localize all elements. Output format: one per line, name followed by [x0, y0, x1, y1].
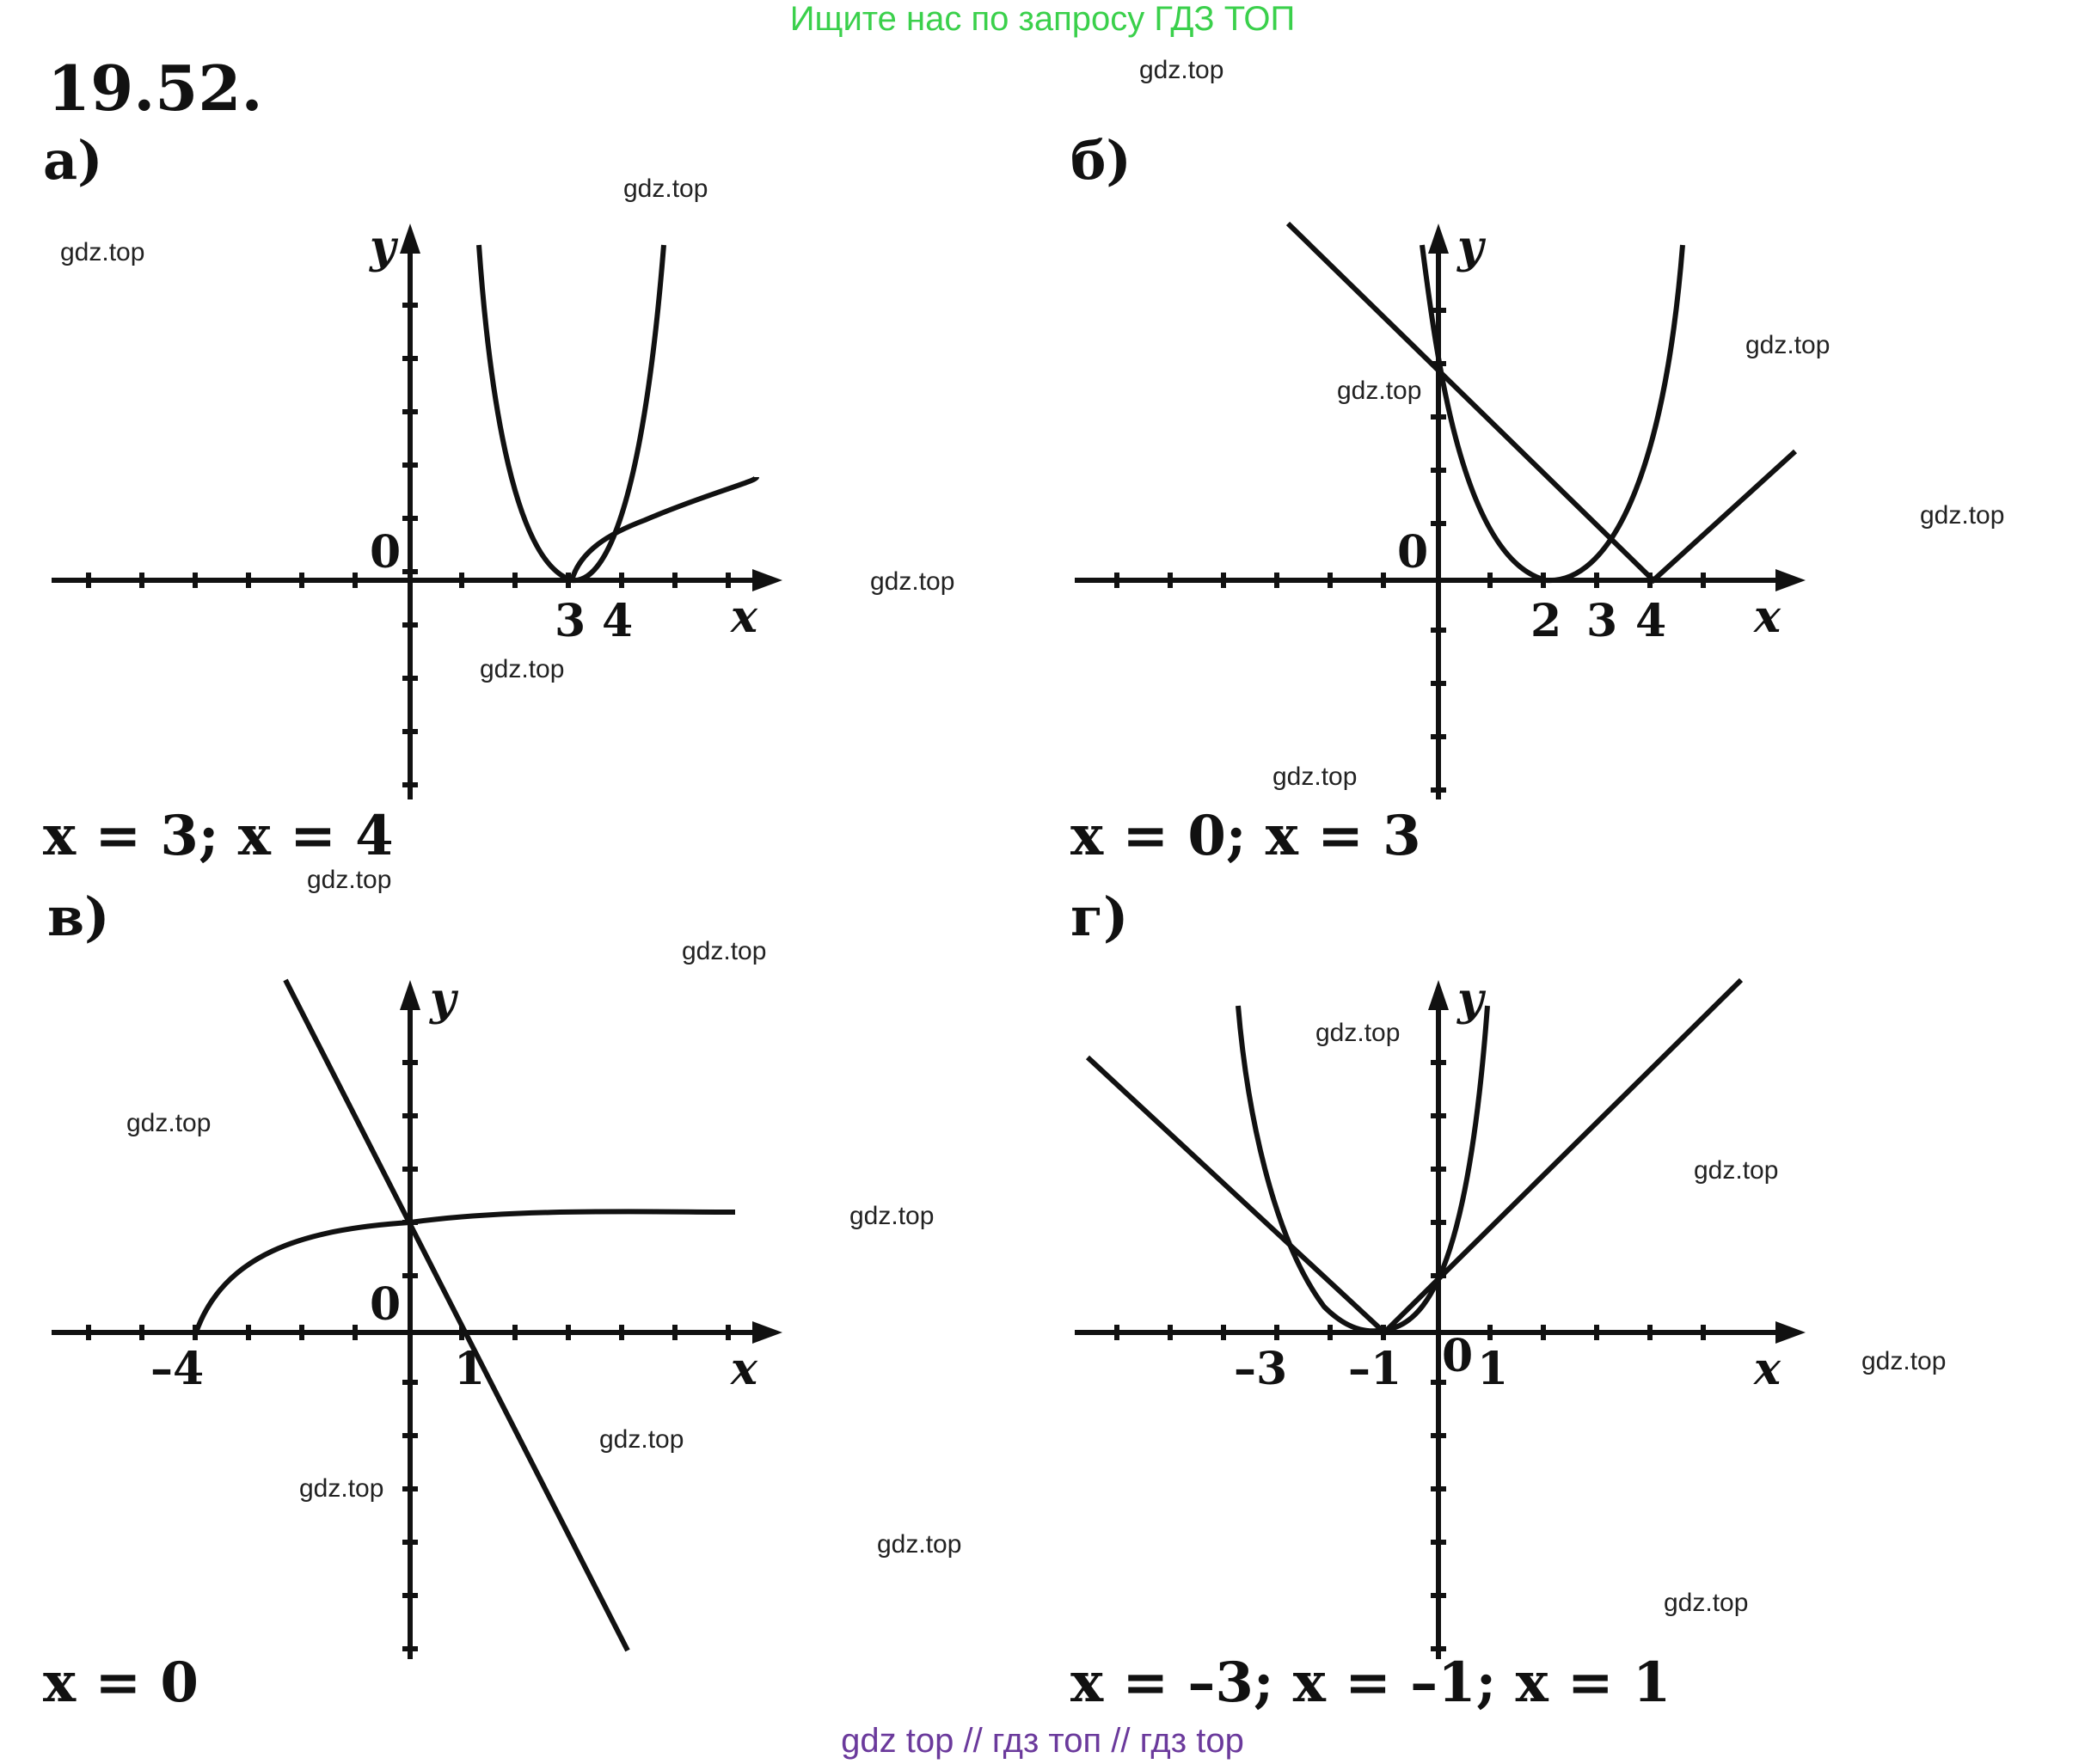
panel-b-answer: x = 0; x = 3: [1070, 804, 1421, 868]
x-axis-arrow: [752, 1321, 782, 1344]
parabola-curve: [476, 244, 666, 584]
watermark-3: gdz.top: [60, 238, 145, 266]
x-axis-arrow: [1775, 1321, 1806, 1344]
watermark-19: gdz.top: [877, 1530, 962, 1559]
y-axis-label: y: [1456, 973, 1487, 1026]
panel-b-chart: x y 0 2 3 4: [1075, 221, 1806, 799]
parabola-curve: [1420, 244, 1685, 584]
panel-a-answer: x = 3; x = 4: [43, 804, 394, 868]
x-axis-label: x: [1753, 591, 1781, 643]
panel-g-answer: x = –3; x = –1; x = 1: [1070, 1651, 1671, 1715]
watermark-20: gdz.top: [1664, 1589, 1749, 1617]
watermark-2: gdz.top: [623, 175, 708, 203]
y-axis-arrow: [1428, 980, 1449, 1010]
root-curve: [569, 475, 759, 581]
panel-v-answer: x = 0: [43, 1651, 199, 1715]
y-axis-label: y: [369, 221, 399, 273]
panel-v-chart: x y 0 –4 1: [52, 973, 782, 1659]
panel-g-label: г): [1070, 885, 1129, 948]
tick-label-neg3: –3: [1234, 1343, 1287, 1395]
origin-label: 0: [370, 1278, 401, 1331]
problem-number: 19.52.: [47, 52, 263, 125]
watermark-7: gdz.top: [870, 567, 955, 596]
tick-label-3: 3: [1586, 595, 1617, 647]
watermark-12: gdz.top: [1315, 1019, 1401, 1047]
watermark-16: gdz.top: [1861, 1347, 1947, 1375]
decreasing-line: [283, 978, 630, 1652]
watermark-13: gdz.top: [126, 1109, 212, 1137]
panel-a-label: а): [43, 129, 103, 192]
watermark-10: gdz.top: [307, 866, 392, 894]
tick-label-1: 1: [1477, 1343, 1508, 1395]
tick-label-neg1: –1: [1348, 1343, 1401, 1395]
tick-label-4: 4: [602, 595, 633, 647]
origin-label: 0: [370, 526, 401, 579]
origin-label: 0: [1442, 1330, 1473, 1382]
abs-value-line: [1085, 977, 1744, 1337]
y-axis-arrow: [1428, 224, 1449, 254]
watermark-5: gdz.top: [1337, 377, 1422, 405]
parabola-curve: [1236, 1005, 1490, 1334]
x-axis-label: x: [730, 1343, 758, 1395]
x-axis-label: x: [730, 591, 758, 643]
watermark-6: gdz.top: [1920, 501, 2005, 530]
watermark-9: gdz.top: [1272, 763, 1358, 791]
watermark-17: gdz.top: [599, 1425, 684, 1454]
x-axis-arrow: [1775, 569, 1806, 591]
x-axis-arrow: [752, 569, 782, 591]
tick-label-4: 4: [1635, 595, 1666, 647]
y-axis-label: y: [429, 973, 459, 1026]
origin-label: 0: [1397, 526, 1428, 579]
y-axis-label: y: [1456, 221, 1487, 273]
footer-banner: gdz top // гдз топ // гдз top: [841, 1722, 1244, 1760]
panel-b-label: б): [1070, 129, 1131, 192]
watermark-14: gdz.top: [1694, 1156, 1779, 1185]
abs-value-line: [1285, 221, 1798, 585]
watermark-11: gdz.top: [682, 937, 767, 965]
watermark-1: gdz.top: [1139, 56, 1224, 84]
watermark-4: gdz.top: [1745, 331, 1831, 359]
watermark-18: gdz.top: [299, 1474, 384, 1503]
tick-label-neg4: –4: [150, 1343, 204, 1395]
header-banner: Ищите нас по запросу ГДЗ ТОП: [789, 0, 1296, 38]
panel-v-label: в): [47, 885, 110, 948]
root-curve: [193, 1209, 736, 1334]
panel-a-chart: x y 0 3 4: [52, 221, 782, 799]
watermark-8: gdz.top: [480, 655, 565, 683]
y-axis-arrow: [400, 224, 420, 254]
panel-g-chart: x y 0 –3 –1 1: [1075, 973, 1806, 1659]
tick-label-1: 1: [454, 1343, 485, 1395]
tick-label-3: 3: [555, 595, 586, 647]
tick-label-2: 2: [1530, 595, 1561, 647]
y-axis-arrow: [400, 980, 420, 1010]
watermark-15: gdz.top: [849, 1202, 935, 1230]
x-axis-label: x: [1753, 1343, 1781, 1395]
